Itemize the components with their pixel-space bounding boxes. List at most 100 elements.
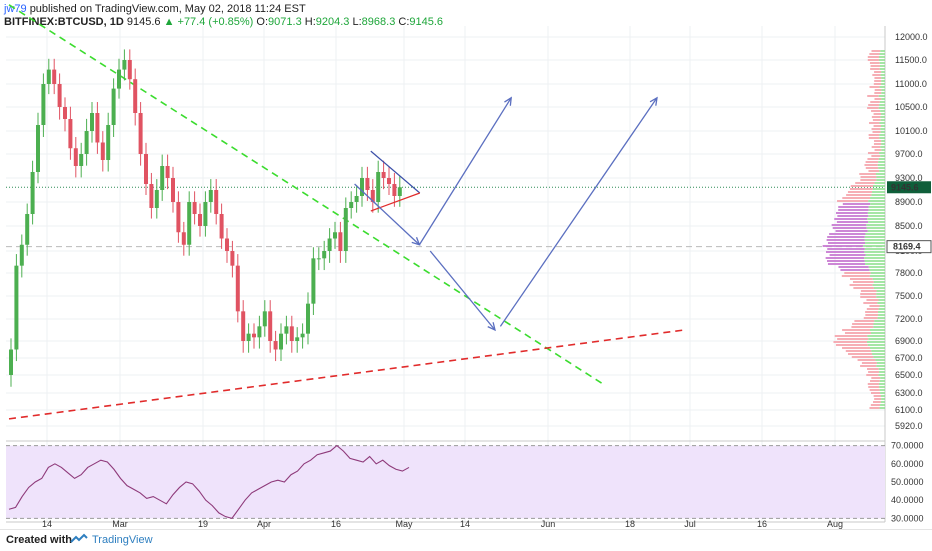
candle xyxy=(41,84,45,125)
volume-profile-bar xyxy=(838,266,868,268)
volume-profile-bar-up xyxy=(873,326,885,328)
volume-profile-bar-up xyxy=(868,221,885,223)
volume-profile-bar xyxy=(850,284,873,286)
candle xyxy=(344,208,348,251)
volume-profile-bar xyxy=(860,179,876,181)
time-tick-label: Mar xyxy=(112,519,128,529)
volume-profile-bar xyxy=(848,191,872,193)
volume-profile-bar xyxy=(830,254,866,256)
volume-profile-bar-up xyxy=(878,314,885,316)
candle xyxy=(198,214,202,226)
volume-profile-bar-up xyxy=(865,242,885,244)
volume-profile-bar-up xyxy=(881,77,885,79)
volume-profile-bar xyxy=(829,233,865,235)
candle xyxy=(376,172,380,202)
volume-profile-bar xyxy=(874,83,881,85)
candle xyxy=(322,251,326,258)
volume-profile-bar-up xyxy=(881,131,885,133)
volume-profile-bar xyxy=(868,383,879,385)
volume-profile-bar-up xyxy=(877,362,885,364)
price-tick-label: 12000.0 xyxy=(895,32,928,42)
volume-profile-bar xyxy=(867,308,879,310)
volume-profile-bar-up xyxy=(878,317,885,319)
volume-profile-bar xyxy=(827,260,865,262)
price-tick-label: 10500.0 xyxy=(895,102,928,112)
volume-profile-bar xyxy=(853,281,874,283)
volume-profile-bar-up xyxy=(873,323,885,325)
volume-profile-bar-up xyxy=(878,167,885,169)
price-chart[interactable]: 5920.0 6100.0 6300.0 6500.0 6700.0 6900.0 7200… xyxy=(0,0,932,529)
volume-profile-bar xyxy=(874,98,881,100)
volume-profile-bar xyxy=(837,221,868,223)
volume-profile-bar-up xyxy=(865,236,885,238)
volume-profile-bar xyxy=(826,257,865,259)
volume-profile-bar-up xyxy=(872,353,885,355)
trendline-1 xyxy=(9,330,684,419)
volume-profile-bar xyxy=(836,212,868,214)
volume-profile-bar xyxy=(828,242,865,244)
arrow-2 xyxy=(430,251,495,330)
candle xyxy=(74,148,78,166)
volume-profile-bar-up xyxy=(879,371,885,373)
candle xyxy=(36,125,40,172)
price-tick-label: 7500.0 xyxy=(895,291,923,301)
price-tick-label: 10100.0 xyxy=(895,126,928,136)
volume-profile-bar-up xyxy=(880,389,885,391)
time-tick-label: 16 xyxy=(757,519,767,529)
candle xyxy=(311,258,315,303)
candle xyxy=(398,187,402,196)
volume-profile-bar-up xyxy=(880,146,885,148)
candle xyxy=(279,334,283,350)
volume-profile-bar-up xyxy=(864,251,885,253)
volume-profile-bar xyxy=(872,74,880,76)
candle xyxy=(338,232,342,251)
price-tick-label: 11000.0 xyxy=(895,79,927,89)
volume-profile-bar-up xyxy=(880,116,885,118)
volume-profile-bar-up xyxy=(871,272,885,274)
volume-profile-bar xyxy=(842,329,870,331)
volume-profile-bar-up xyxy=(880,407,885,409)
volume-profile-bar-up xyxy=(881,74,885,76)
volume-profile-bar xyxy=(868,371,879,373)
volume-profile-bar xyxy=(871,404,880,406)
candle xyxy=(9,350,13,376)
volume-profile-bar xyxy=(860,293,876,295)
volume-profile-bar xyxy=(823,245,864,247)
volume-profile-bar-up xyxy=(879,299,885,301)
candle xyxy=(236,266,240,312)
volume-profile-bar-up xyxy=(880,128,885,130)
volume-profile-bar-up xyxy=(878,374,885,376)
volume-profile-bar-up xyxy=(881,401,885,403)
tradingview-link[interactable]: TradingView xyxy=(92,534,153,546)
volume-profile-bar-up xyxy=(879,104,885,106)
projection-arrows xyxy=(355,98,657,330)
volume-profile-bar-up xyxy=(881,80,885,82)
time-tick-label: 18 xyxy=(625,519,635,529)
candle xyxy=(160,166,164,190)
candle xyxy=(193,202,197,214)
volume-profile-bar xyxy=(832,224,867,226)
candle xyxy=(139,113,143,154)
candle xyxy=(203,202,207,226)
candle xyxy=(47,70,51,84)
volume-profile-bar xyxy=(850,278,873,280)
volume-profile-bar-up xyxy=(869,209,885,211)
volume-profile-bar xyxy=(870,86,880,88)
volume-profile-bar-up xyxy=(868,212,885,214)
candle xyxy=(101,143,105,161)
candle xyxy=(214,190,218,214)
price-tick-label: 6100.0 xyxy=(895,405,923,415)
volume-profile-bar xyxy=(873,119,881,121)
volume-profile-bar-up xyxy=(881,140,885,142)
volume-profile-bar xyxy=(842,275,870,277)
time-tick-label: 16 xyxy=(331,519,341,529)
candle xyxy=(252,334,256,338)
volume-profile-bar-up xyxy=(879,308,885,310)
candle xyxy=(112,89,116,125)
volume-profile-bar-up xyxy=(865,239,885,241)
candle xyxy=(14,266,18,350)
candle xyxy=(241,311,245,341)
volume-profile-bar-up xyxy=(881,92,885,94)
volume-profile-bar-up xyxy=(868,344,885,346)
volume-profile-bar xyxy=(865,314,878,316)
